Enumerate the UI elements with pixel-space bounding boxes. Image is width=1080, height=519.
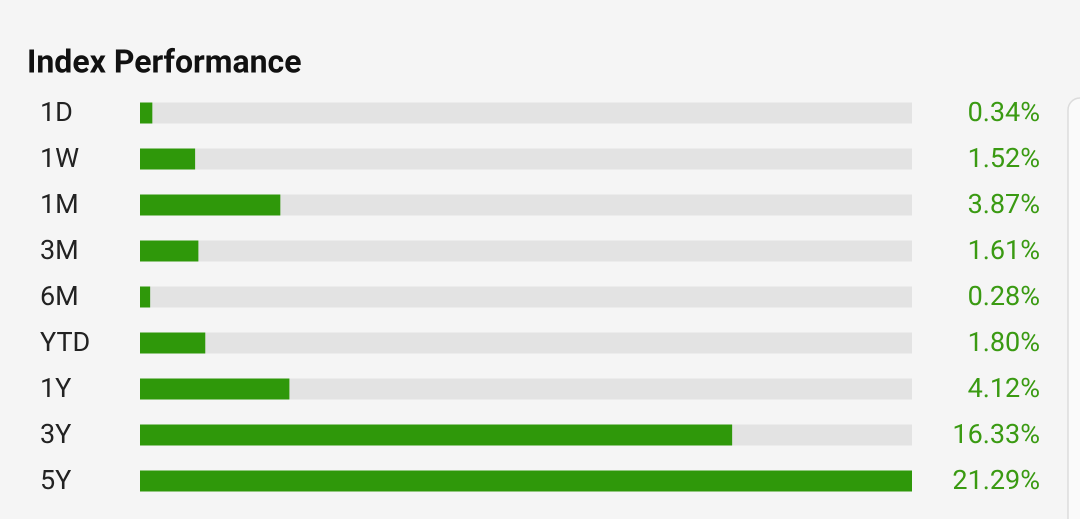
bar-track	[140, 332, 912, 354]
value-label: 1.52%	[968, 142, 1040, 174]
bar-track	[140, 240, 912, 262]
category-label: YTD	[40, 326, 90, 358]
value-label: 0.28%	[968, 280, 1040, 312]
bar-track	[140, 194, 912, 216]
category-label: 1M	[40, 188, 79, 220]
bar-track	[140, 148, 912, 170]
bar-track	[140, 378, 912, 400]
category-label: 5Y	[40, 464, 71, 496]
value-label: 0.34%	[968, 96, 1040, 128]
bar	[140, 102, 153, 124]
category-label: 1D	[40, 96, 73, 128]
bar	[140, 378, 290, 400]
bar	[140, 424, 733, 446]
value-label: 4.12%	[968, 372, 1040, 404]
side-card	[1067, 97, 1080, 519]
value-label: 16.33%	[952, 418, 1040, 450]
category-label: 1Y	[40, 372, 71, 404]
bar	[140, 286, 151, 308]
category-label: 3Y	[40, 418, 71, 450]
bar	[140, 148, 196, 170]
chart-title: Index Performance	[27, 42, 302, 80]
bar	[140, 332, 206, 354]
category-label: 3M	[40, 234, 79, 266]
bar	[140, 194, 281, 216]
value-label: 21.29%	[952, 464, 1040, 496]
value-label: 3.87%	[968, 188, 1040, 220]
bar-track	[140, 286, 912, 308]
bar	[140, 240, 199, 262]
value-label: 1.80%	[968, 326, 1040, 358]
bar	[140, 470, 912, 492]
category-label: 1W	[40, 142, 79, 174]
category-label: 6M	[40, 280, 79, 312]
bar-track	[140, 102, 912, 124]
value-label: 1.61%	[968, 234, 1040, 266]
